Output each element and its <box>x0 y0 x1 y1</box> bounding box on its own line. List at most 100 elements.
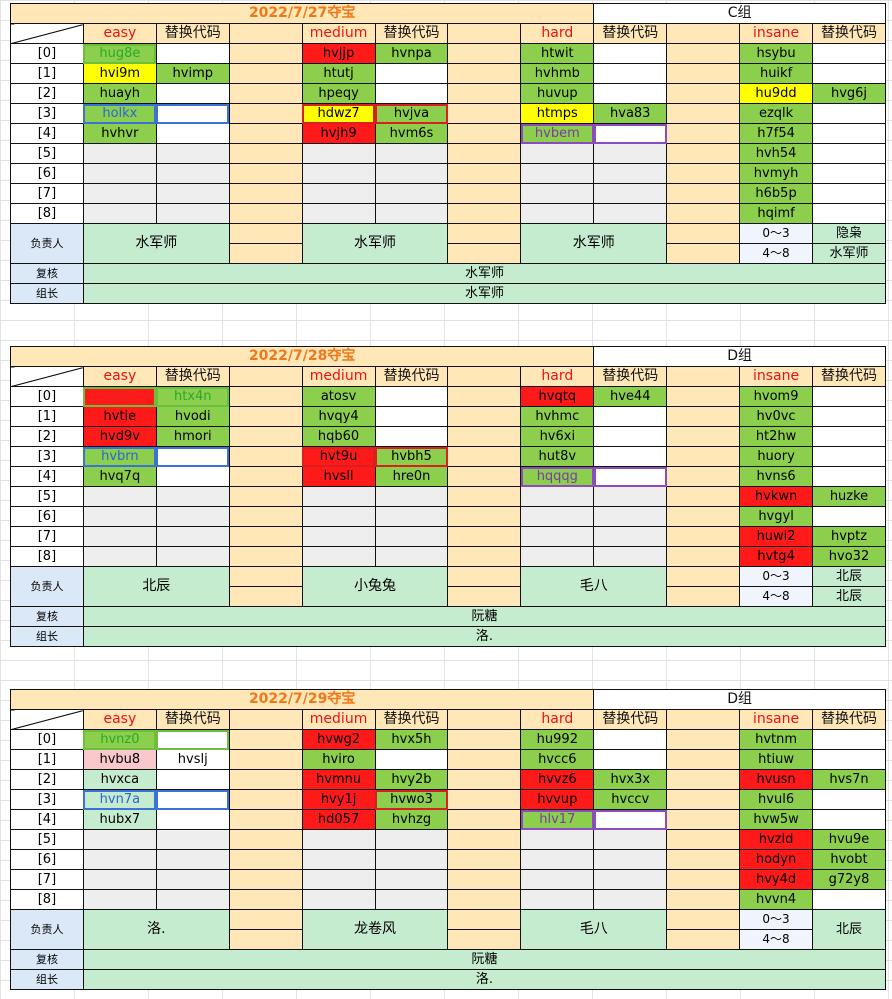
spacer-cell[interactable] <box>228 749 303 770</box>
level-header[interactable]: medium <box>301 709 376 730</box>
replacement-code-header[interactable]: 替换代码 <box>374 709 449 730</box>
level-code-cell[interactable] <box>82 486 157 507</box>
captain-name[interactable]: 洛. <box>82 969 887 990</box>
spacer-cell[interactable] <box>228 446 303 467</box>
level-code-cell[interactable]: hvtg4 <box>739 546 814 567</box>
spacer-cell[interactable] <box>666 566 741 587</box>
replacement-code-header[interactable]: 替换代码 <box>812 366 886 387</box>
replacement-code-cell[interactable] <box>593 43 668 64</box>
replacement-code-cell[interactable] <box>155 526 230 547</box>
spacer-cell[interactable] <box>447 929 522 950</box>
level-code-cell[interactable] <box>82 506 157 527</box>
spacer-cell[interactable] <box>666 869 741 890</box>
level-code-cell[interactable]: hvw5w <box>739 809 814 830</box>
level-header[interactable]: easy <box>82 709 157 730</box>
spacer-cell[interactable] <box>447 426 522 447</box>
row-index-label[interactable]: [6] <box>10 849 84 870</box>
spacer-cell[interactable] <box>228 566 303 587</box>
row-index-label[interactable]: [4] <box>10 123 84 144</box>
group-label[interactable]: C组 <box>593 3 886 24</box>
level-code-cell[interactable]: hviro <box>301 749 376 770</box>
spacer-cell[interactable] <box>666 426 741 447</box>
level-code-cell[interactable] <box>301 869 376 890</box>
replacement-code-cell[interactable] <box>593 203 668 224</box>
row-index-label[interactable]: [5] <box>10 143 84 164</box>
spacer-cell[interactable] <box>447 749 522 770</box>
level-code-cell[interactable] <box>82 526 157 547</box>
replacement-code-cell[interactable] <box>155 183 230 204</box>
level-code-cell[interactable]: ezqlk <box>739 103 814 124</box>
replacement-code-cell[interactable] <box>593 143 668 164</box>
spacer-cell[interactable] <box>228 123 303 144</box>
replacement-code-cell[interactable]: hvobt <box>812 849 886 870</box>
level-code-cell[interactable]: hvvz6 <box>520 769 595 790</box>
level-code-cell[interactable]: hqqqg <box>520 466 595 487</box>
spacer-cell[interactable] <box>666 929 741 950</box>
spacer-cell[interactable] <box>228 909 303 930</box>
level-code-cell[interactable]: hvvup <box>520 789 595 810</box>
level-code-cell[interactable]: hvhmc <box>520 406 595 427</box>
spacer-cell[interactable] <box>666 526 741 547</box>
review-label[interactable]: 复核 <box>10 263 84 284</box>
row-index-label[interactable]: [7] <box>10 526 84 547</box>
replacement-code-cell[interactable] <box>593 849 668 870</box>
level-code-cell[interactable] <box>82 869 157 890</box>
corner-diagonal-cell[interactable] <box>10 366 84 387</box>
leader-label[interactable]: 负责人 <box>10 223 84 264</box>
level-code-cell[interactable] <box>520 849 595 870</box>
spacer-cell[interactable] <box>228 103 303 124</box>
replacement-code-cell[interactable] <box>593 123 668 144</box>
level-code-cell[interactable]: hvcc6 <box>520 749 595 770</box>
level-code-cell[interactable]: huwi2 <box>739 526 814 547</box>
level-code-cell[interactable] <box>520 143 595 164</box>
replacement-code-cell[interactable]: hvptz <box>812 526 886 547</box>
level-code-cell[interactable]: hlv17 <box>520 809 595 830</box>
replacement-code-cell[interactable] <box>812 466 886 487</box>
spacer-cell[interactable] <box>447 123 522 144</box>
replacement-code-cell[interactable] <box>593 183 668 204</box>
spacer-cell[interactable] <box>666 829 741 850</box>
level-code-cell[interactable] <box>301 163 376 184</box>
replacement-code-cell[interactable] <box>593 446 668 467</box>
replacement-code-cell[interactable]: hvccv <box>593 789 668 810</box>
replacement-code-cell[interactable] <box>155 446 230 467</box>
level-code-cell[interactable]: ht4l7 <box>82 386 157 407</box>
row-index-label[interactable]: [6] <box>10 506 84 527</box>
spacer-cell[interactable] <box>228 386 303 407</box>
replacement-code-cell[interactable] <box>812 123 886 144</box>
spacer-cell[interactable] <box>447 43 522 64</box>
level-code-cell[interactable]: hvwg2 <box>301 729 376 750</box>
replacement-code-cell[interactable] <box>374 406 449 427</box>
level-code-cell[interactable]: hvtie <box>82 406 157 427</box>
level-code-cell[interactable]: hvns6 <box>739 466 814 487</box>
level-code-cell[interactable]: hvul6 <box>739 789 814 810</box>
easy-leader-name[interactable]: 北辰 <box>82 566 230 607</box>
spacer-cell[interactable] <box>666 749 741 770</box>
level-code-cell[interactable]: hqb60 <box>301 426 376 447</box>
replacement-code-cell[interactable] <box>155 103 230 124</box>
insane-range-cell[interactable]: 4～8 <box>739 243 814 264</box>
replacement-code-header[interactable]: 替换代码 <box>593 366 668 387</box>
level-code-cell[interactable] <box>301 849 376 870</box>
spacer-cell[interactable] <box>666 386 741 407</box>
level-code-cell[interactable] <box>82 849 157 870</box>
row-index-label[interactable]: [0] <box>10 386 84 407</box>
spacer-cell[interactable] <box>447 243 522 264</box>
replacement-code-cell[interactable] <box>812 749 886 770</box>
level-code-cell[interactable] <box>82 829 157 850</box>
row-index-label[interactable]: [8] <box>10 546 84 567</box>
level-code-cell[interactable] <box>301 829 376 850</box>
level-code-cell[interactable]: hvgyl <box>739 506 814 527</box>
replacement-code-cell[interactable]: hvo32 <box>812 546 886 567</box>
level-code-cell[interactable]: hsybu <box>739 43 814 64</box>
row-index-label[interactable]: [1] <box>10 63 84 84</box>
replacement-code-cell[interactable] <box>155 163 230 184</box>
replacement-code-cell[interactable] <box>593 889 668 910</box>
spacer-cell[interactable] <box>228 203 303 224</box>
medium-leader-name[interactable]: 龙卷风 <box>301 909 449 950</box>
level-code-cell[interactable] <box>520 526 595 547</box>
captain-name[interactable]: 洛. <box>82 626 887 647</box>
spacer-cell[interactable] <box>228 486 303 507</box>
level-code-cell[interactable]: holkx <box>82 103 157 124</box>
level-code-cell[interactable]: hdwz7 <box>301 103 376 124</box>
